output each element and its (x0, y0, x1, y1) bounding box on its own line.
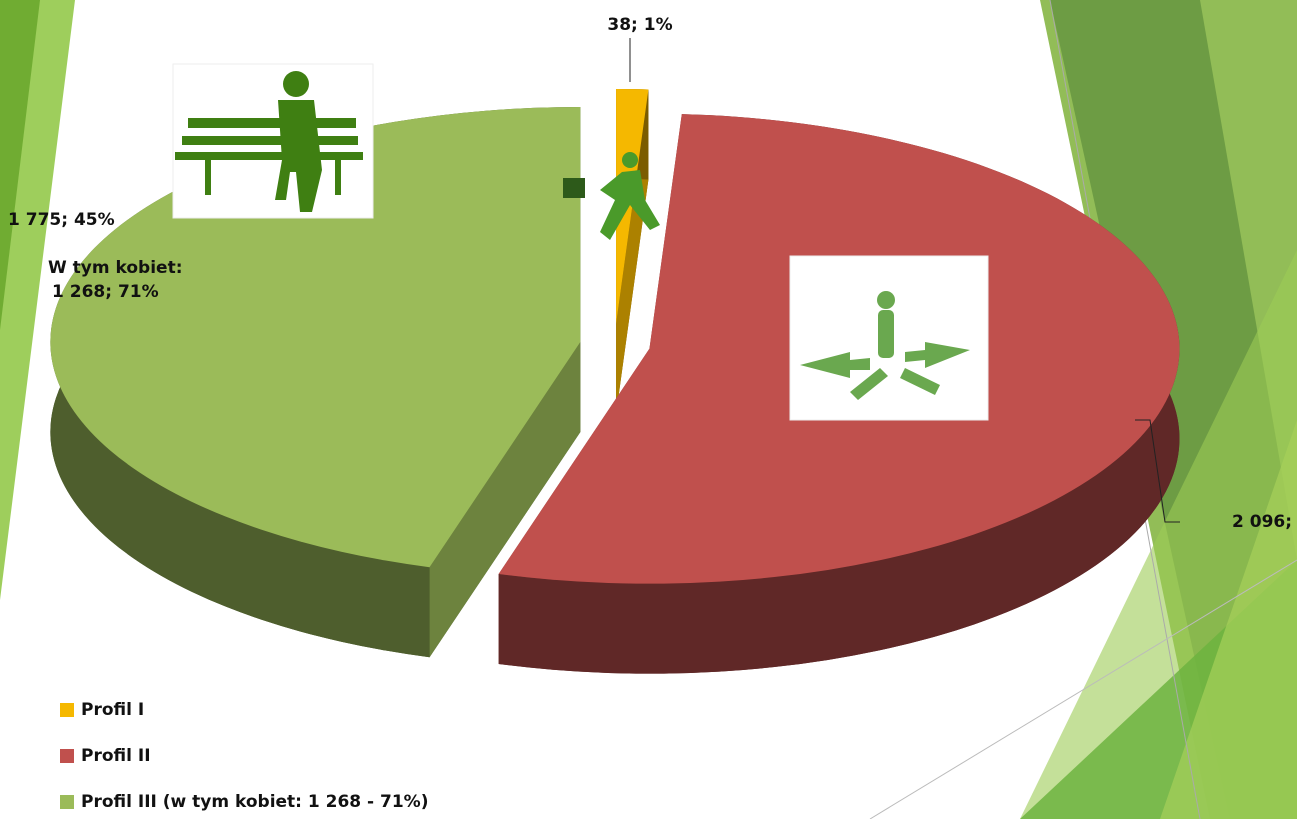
legend-label: Profil I (81, 700, 144, 720)
data-label: 2 096; 54% (1232, 512, 1297, 532)
slide: Profil I Profil II Profil III (w tym kobie… (0, 0, 1297, 819)
data-label: 1 775; 45% (8, 210, 115, 230)
legend-swatch (60, 795, 74, 809)
annotation: 1 268; 71% (52, 282, 159, 302)
legend-label: Profil III (w tym kobiet: 1 268 - 71%) (81, 792, 428, 812)
legend-label: Profil II (81, 746, 151, 766)
legend-swatch (60, 749, 74, 763)
legend-swatch (60, 703, 74, 717)
legend: Profil I Profil II Profil III (w tym kobie… (60, 700, 428, 812)
annotation: W tym kobiet: (48, 258, 183, 278)
data-label: 38; 1% (607, 15, 672, 35)
